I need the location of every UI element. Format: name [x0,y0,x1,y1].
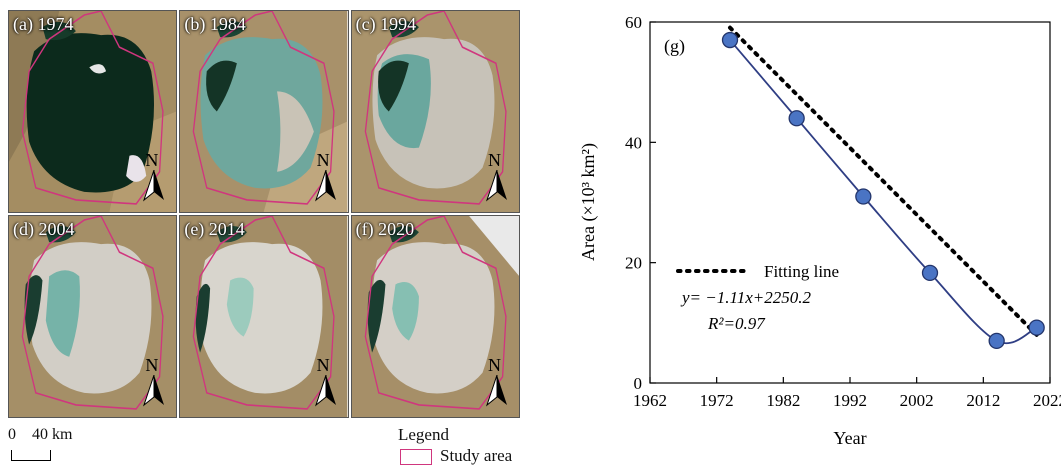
x-tick-label: 2012 [966,391,1000,410]
satellite-image [351,11,519,212]
x-tick-label: 2002 [900,391,934,410]
satellite-image [9,11,177,212]
panel-label: (f) 2020 [355,219,415,239]
scale-bar-end: 40 km [32,426,73,443]
satellite-map-grid: (a) 1974 N (b) 1984 N [8,10,520,418]
map-panel-1984: (b) 1984 N [179,10,349,213]
data-point [1028,319,1045,336]
panel-label: (b) 1984 [184,14,246,34]
data-point [855,188,872,205]
map-legend: Legend Study area [398,425,568,467]
x-tick-label: 1982 [766,391,800,410]
scale-bar: 0 40 km [8,426,128,461]
scale-bar-line [11,450,51,461]
panel-label: (e) 2014 [184,219,245,239]
x-axis-label: Year [833,428,866,448]
x-tick-label: 1972 [700,391,734,410]
map-panel-2004: (d) 2004 N [8,215,178,418]
satellite-image [180,11,348,212]
scale-bar-start: 0 [8,426,16,443]
y-axis-label: Area (×10³ km²) [578,143,599,261]
satellite-image [180,216,348,417]
north-arrow-icon: N [142,355,166,407]
fit-legend-label: Fitting line [764,262,839,281]
map-panel-1974: (a) 1974 N [8,10,178,213]
data-point [921,264,939,282]
data-point [988,332,1005,350]
data-point [788,110,805,127]
fitting-line [728,25,1039,337]
legend-item-study-area: Study area [440,446,513,465]
area-chart-panel: 1962 1972 1982 1992 2002 2012 2022 0 20 40 60 (g)… [560,0,1061,467]
y-tick-label: 0 [634,374,643,393]
satellite-image [351,216,519,417]
north-arrow-icon: N [142,150,166,202]
chart-panel-label: (g) [664,36,685,57]
map-panel-2014: (e) 2014 N [179,215,349,418]
north-arrow-icon: N [314,150,338,202]
area-trend-chart: 1962 1972 1982 1992 2002 2012 2022 0 20 40 60 (g)… [578,13,1061,448]
x-tick-label: 2022 [1033,391,1061,410]
panel-label: (d) 2004 [13,219,75,239]
y-tick-label: 40 [625,133,642,152]
panel-label: (a) 1974 [13,14,74,34]
fit-r-squared: R²=0.97 [707,314,766,333]
fit-equation: y= −1.11x+2250.2 [680,288,811,307]
north-arrow-icon: N [485,355,509,407]
satellite-image [9,216,177,417]
y-tick-label: 20 [625,254,642,273]
map-panel-1994: (c) 1994 N [350,10,520,213]
legend-swatch-study-area [400,449,432,465]
map-panel-2020: (f) 2020 N [350,215,520,418]
x-tick-label: 1962 [633,391,667,410]
y-tick-label: 60 [625,13,642,32]
panel-label: (c) 1994 [355,14,417,34]
north-arrow-icon: N [485,150,509,202]
north-arrow-icon: N [314,355,338,407]
data-point [721,31,739,49]
x-tick-label: 1992 [833,391,867,410]
legend-title: Legend [398,425,449,444]
